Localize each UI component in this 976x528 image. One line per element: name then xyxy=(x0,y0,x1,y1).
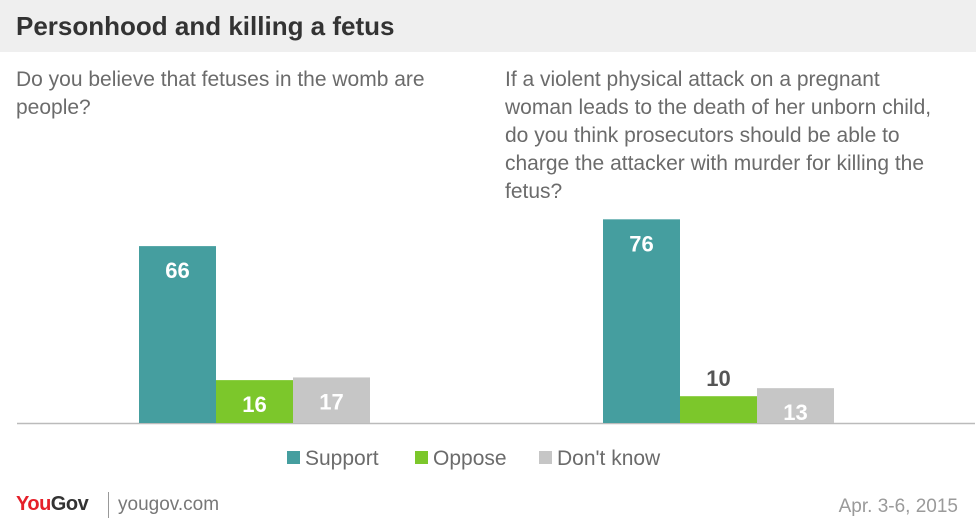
footer-separator xyxy=(108,492,109,518)
legend-label-oppose: Oppose xyxy=(433,447,507,470)
data-label-don-t-know-q2: 13 xyxy=(783,400,807,425)
bar-support-q1 xyxy=(139,246,216,423)
bar-oppose-q1 xyxy=(216,380,293,423)
bar-don-t-know-q2 xyxy=(757,388,834,423)
chart-title: Personhood and killing a fetus xyxy=(16,11,395,41)
question-2-label: If a violent physical attack on a pregna… xyxy=(505,68,932,203)
data-label-oppose-q2: 10 xyxy=(706,366,730,391)
bar-don-t-know-q1 xyxy=(293,377,370,423)
bar-oppose-q2 xyxy=(680,396,757,423)
legend-label-don-t-know: Don't know xyxy=(557,447,661,470)
legend-swatch-oppose xyxy=(415,451,428,464)
legend-swatch-don-t-know xyxy=(539,451,552,464)
question-1-label: Do you believe that fetuses in the womb … xyxy=(16,68,425,119)
legend-swatch-support xyxy=(287,451,300,464)
data-label-oppose-q1: 16 xyxy=(242,392,266,417)
yougov-logo: YouGov xyxy=(16,493,89,515)
data-label-don-t-know-q1: 17 xyxy=(319,389,343,414)
footer-date: Apr. 3-6, 2015 xyxy=(838,496,958,517)
bar-support-q2 xyxy=(603,219,680,423)
legend-label-support: Support xyxy=(305,447,379,470)
title-bar: Personhood and killing a fetus xyxy=(0,0,976,52)
data-label-support-q1: 66 xyxy=(165,258,189,283)
data-label-support-q2: 76 xyxy=(629,231,653,256)
footer-site: yougov.com xyxy=(118,494,220,515)
